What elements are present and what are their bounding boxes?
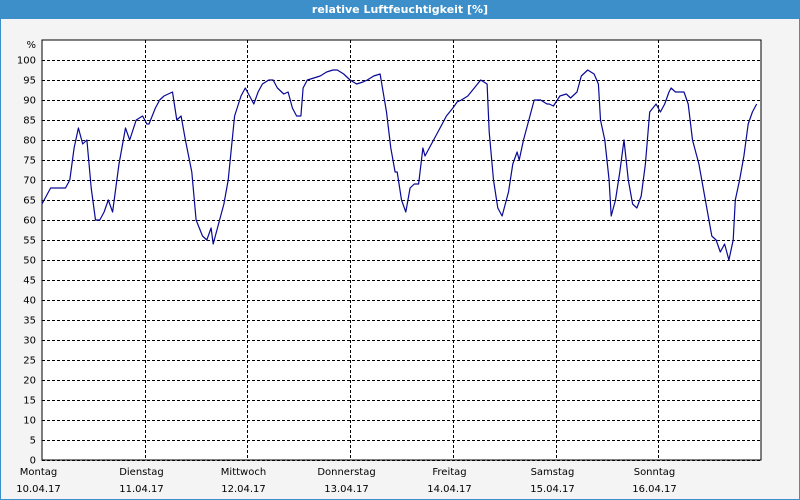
y-tick-label: 25	[23, 356, 36, 367]
x-tick-label: Freitag	[432, 467, 466, 478]
y-tick-label: 10	[23, 416, 36, 427]
x-tick-label: Donnerstag	[317, 467, 375, 478]
y-tick-label: 65	[23, 196, 36, 207]
y-tick-label: 75	[23, 156, 36, 167]
x-tick-date: 13.04.17	[324, 484, 369, 495]
x-tick-date: 12.04.17	[221, 484, 266, 495]
y-tick-label: 80	[23, 136, 36, 147]
y-tick-label: 85	[23, 116, 36, 127]
x-tick-date: 11.04.17	[119, 484, 164, 495]
y-tick-label: 30	[23, 336, 36, 347]
y-tick-label: 5	[30, 436, 36, 447]
x-tick-date: 10.04.17	[16, 484, 61, 495]
x-tick-label: Mittwoch	[221, 467, 266, 478]
y-tick-label: 15	[23, 396, 36, 407]
y-tick-label: 70	[23, 176, 36, 187]
y-tick-label: 40	[23, 296, 36, 307]
x-tick-date: 16.04.17	[632, 484, 677, 495]
chart-title: relative Luftfeuchtigkeit [%]	[312, 3, 488, 16]
y-tick-label: 95	[23, 76, 36, 87]
y-tick-label: 0	[30, 456, 36, 467]
y-tick-label: 20	[23, 376, 36, 387]
y-axis-label: %	[26, 40, 36, 51]
x-tick-date: 15.04.17	[530, 484, 575, 495]
x-tick-label: Dienstag	[119, 467, 164, 478]
x-tick-date: 14.04.17	[427, 484, 472, 495]
y-tick-label: 50	[23, 256, 36, 267]
x-tick-label: Sonntag	[634, 467, 676, 478]
y-tick-label: 55	[23, 236, 36, 247]
x-tick-label: Montag	[20, 467, 57, 478]
y-tick-label: 90	[23, 96, 36, 107]
data-line	[41, 69, 758, 261]
title-bar	[0, 0, 800, 19]
x-tick-label: Samstag	[531, 467, 575, 478]
y-tick-label: 35	[23, 316, 36, 327]
y-tick-label: 60	[23, 216, 36, 227]
plot-area	[41, 39, 762, 461]
y-tick-label: 45	[23, 276, 36, 287]
y-tick-label: 100	[17, 56, 36, 67]
